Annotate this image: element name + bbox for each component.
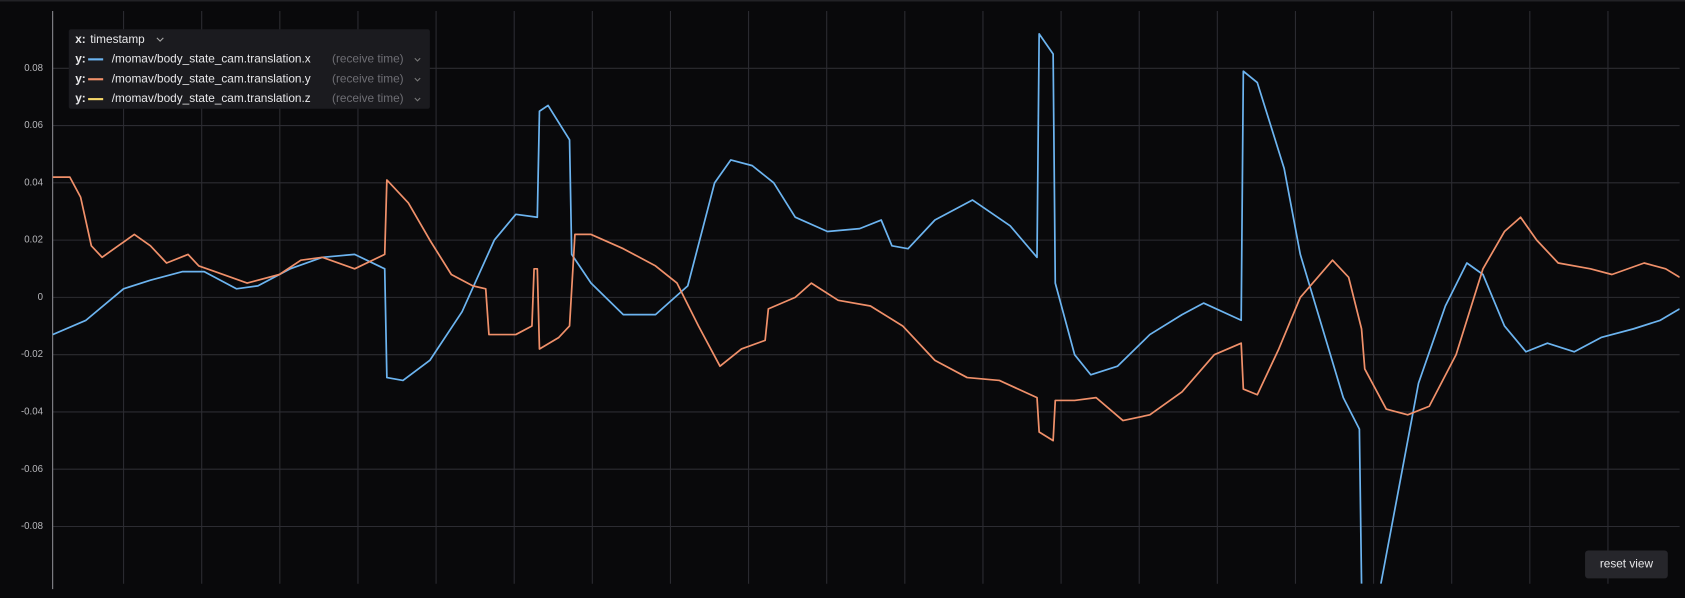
button-label[interactable]: reset view (1600, 557, 1654, 571)
dropdown-caret (414, 77, 421, 82)
y-tick-label: -0.02 (21, 349, 43, 360)
legend-x-field[interactable]: timestamp (90, 32, 145, 46)
y-tick-label: -0.06 (21, 464, 43, 475)
legend-series-name: /momav/body_state_cam.translation.y (112, 71, 311, 85)
plot-area (52, 33, 1680, 584)
legend-series-name: /momav/body_state_cam.translation.z (112, 91, 311, 105)
legend-series-source: (receive time) (332, 71, 404, 85)
y-tick-label: 0.08 (24, 63, 43, 74)
series-line (52, 33, 1680, 584)
reset-view-button[interactable]: reset view (1585, 550, 1668, 579)
y-tick-label: -0.08 (21, 521, 43, 532)
legend: x: timestamp y: /momav/body_state_cam.tra… (68, 29, 430, 109)
dropdown-caret (414, 57, 421, 62)
y-tick-label: 0.06 (24, 120, 43, 131)
y-tick-label: 0.04 (24, 177, 43, 188)
dropdown-caret (156, 37, 164, 42)
legend-background (68, 29, 430, 109)
legend-y-prefix: y: (75, 51, 86, 65)
legend-x-prefix: x: (75, 32, 86, 46)
y-tick-label: 0.02 (24, 235, 43, 246)
y-tick-label: 0 (38, 292, 43, 303)
legend-series-source: (receive time) (332, 91, 404, 105)
legend-y-prefix: y: (75, 91, 86, 105)
series-line (52, 176, 1680, 442)
y-tick-label: -0.04 (21, 406, 44, 417)
legend-series-name: /momav/body_state_cam.translation.x (112, 51, 311, 65)
button-background[interactable] (1585, 550, 1668, 579)
legend-series-source: (receive time) (332, 51, 404, 65)
dropdown-caret (414, 97, 421, 102)
legend-y-prefix: y: (75, 71, 86, 85)
